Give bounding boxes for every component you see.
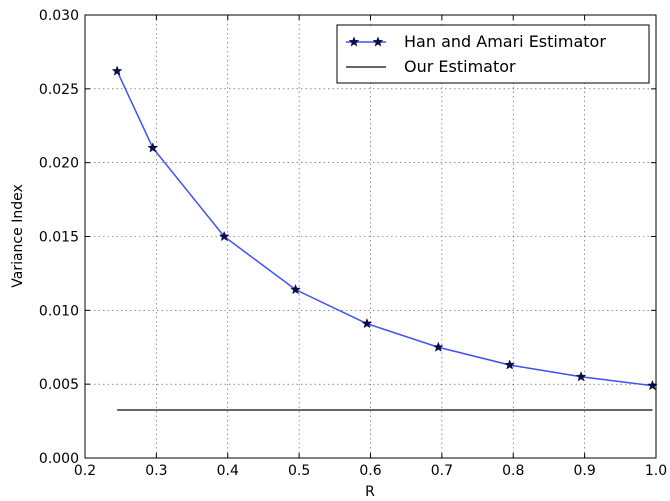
series-line-0 <box>116 70 653 387</box>
data-point-marker <box>218 230 230 242</box>
legend: Han and Amari Estimator Our Estimator <box>336 24 650 84</box>
legend-box <box>336 24 650 84</box>
x-tick-label: 0.4 <box>217 463 239 479</box>
x-tick-label: 0.7 <box>431 463 453 479</box>
x-axis-label: R <box>365 484 375 497</box>
x-tick-label: 0.9 <box>573 463 595 479</box>
legend-label-our-estimator: Our Estimator <box>404 57 516 76</box>
y-tick-label: 0.030 <box>39 8 79 24</box>
legend-star-marker <box>372 36 384 47</box>
legend-marker-han-amari <box>348 36 384 47</box>
x-tick-label: 0.5 <box>288 463 310 479</box>
series <box>111 65 658 411</box>
data-point-marker <box>111 65 123 76</box>
x-tick-label: 0.8 <box>502 463 524 479</box>
legend-star-marker <box>348 36 360 47</box>
data-point-marker <box>575 371 587 382</box>
x-tick-label: 0.3 <box>145 463 167 479</box>
data-point-marker <box>504 359 516 370</box>
y-axis-label: Variance Index <box>10 184 26 287</box>
y-tick-label: 0.005 <box>39 377 79 393</box>
data-point-marker <box>432 341 444 352</box>
axes: 0.2 0.3 0.4 0.5 0.6 0.7 0.8 0.9 1.0 0.000 0.005 0.0… <box>39 8 667 479</box>
y-tick-label: 0.010 <box>39 303 79 319</box>
x-tick-label: 0.2 <box>74 463 96 479</box>
y-tick-label: 0.000 <box>39 451 79 467</box>
grid <box>85 15 656 458</box>
x-tick-label: 1.0 <box>645 463 667 479</box>
y-tick-label: 0.015 <box>39 230 79 246</box>
data-point-marker <box>290 283 301 295</box>
y-tick-label: 0.020 <box>39 156 79 172</box>
x-tick-label: 0.6 <box>359 463 381 479</box>
data-point-marker <box>147 142 159 153</box>
y-tick-label: 0.025 <box>39 82 79 98</box>
legend-label-han-amari: Han and Amari Estimator <box>404 32 606 51</box>
data-point-marker <box>361 317 373 329</box>
